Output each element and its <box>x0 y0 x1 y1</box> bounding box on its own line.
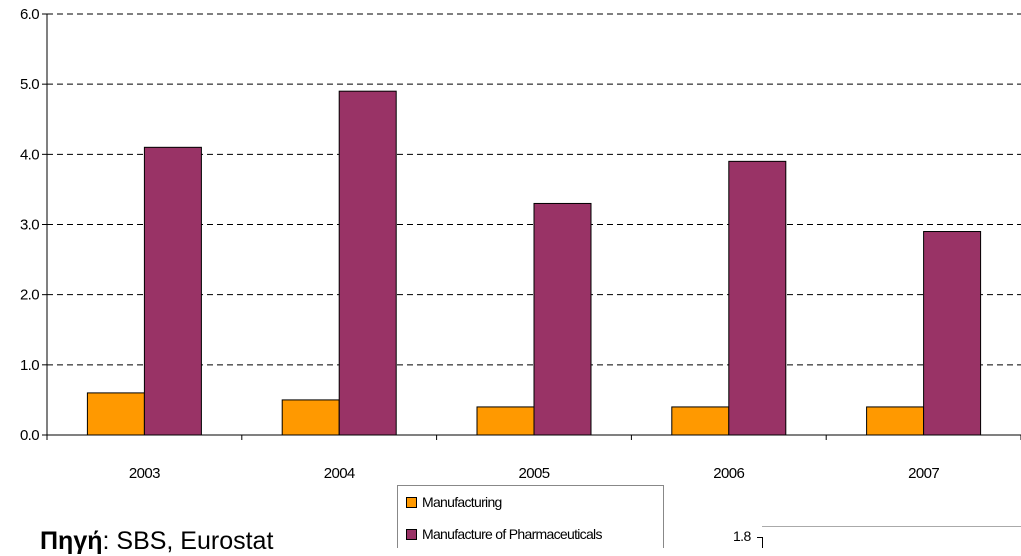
bar-pharmaceuticals <box>338 90 397 436</box>
legend-swatch-manufacturing <box>406 496 417 508</box>
x-tick-label: 2005 <box>519 465 550 482</box>
x-tick-label: 2006 <box>713 465 744 482</box>
bar-pharmaceuticals <box>533 202 592 436</box>
source-label: Πηγή <box>40 527 103 555</box>
legend-label-manufacturing: Manufacturing <box>422 494 502 510</box>
y-tick-label: 1.0 <box>20 357 39 374</box>
bar-pharmaceuticals <box>143 146 202 436</box>
y-tick-label: 2.0 <box>20 287 39 304</box>
bar-pharmaceuticals <box>728 160 787 436</box>
chart-legend: Manufacturing Manufacture of Pharmaceuti… <box>397 485 664 548</box>
bar-manufacturing <box>476 406 535 436</box>
inset-y-tick-mark <box>757 537 762 538</box>
y-tick-label: 5.0 <box>20 76 39 93</box>
source-text: : SBS, Eurostat <box>102 527 274 555</box>
inset-chart-top-edge <box>762 526 1021 527</box>
inset-y-axis <box>762 537 763 548</box>
legend-item-pharmaceuticals: Manufacture of Pharmaceuticals <box>406 526 602 542</box>
bar-manufacturing <box>86 392 145 436</box>
bar-manufacturing <box>866 406 925 436</box>
legend-swatch-pharmaceuticals <box>406 528 417 540</box>
y-tick-label: 3.0 <box>20 217 39 234</box>
x-tick-label: 2004 <box>324 465 355 482</box>
y-tick-label: 4.0 <box>20 146 39 163</box>
bar-manufacturing <box>281 399 340 436</box>
bar-chart: 0.0 1.0 2.0 3.0 4.0 5.0 6.0 2003 2004 2005 2006 200… <box>20 6 1021 482</box>
legend-item-manufacturing: Manufacturing <box>406 494 502 510</box>
y-tick-label: 6.0 <box>20 6 39 23</box>
x-tick-label: 2003 <box>129 465 160 482</box>
bar-manufacturing <box>671 406 730 436</box>
legend-label-pharmaceuticals: Manufacture of Pharmaceuticals <box>422 526 602 542</box>
inset-y-tick-label: 1.8 <box>733 528 751 544</box>
x-tick-label: 2007 <box>908 465 939 482</box>
y-tick-label: 0.0 <box>20 427 39 444</box>
bar-pharmaceuticals <box>923 231 982 436</box>
source-note: Πηγή: SBS, Eurostat <box>40 527 273 556</box>
